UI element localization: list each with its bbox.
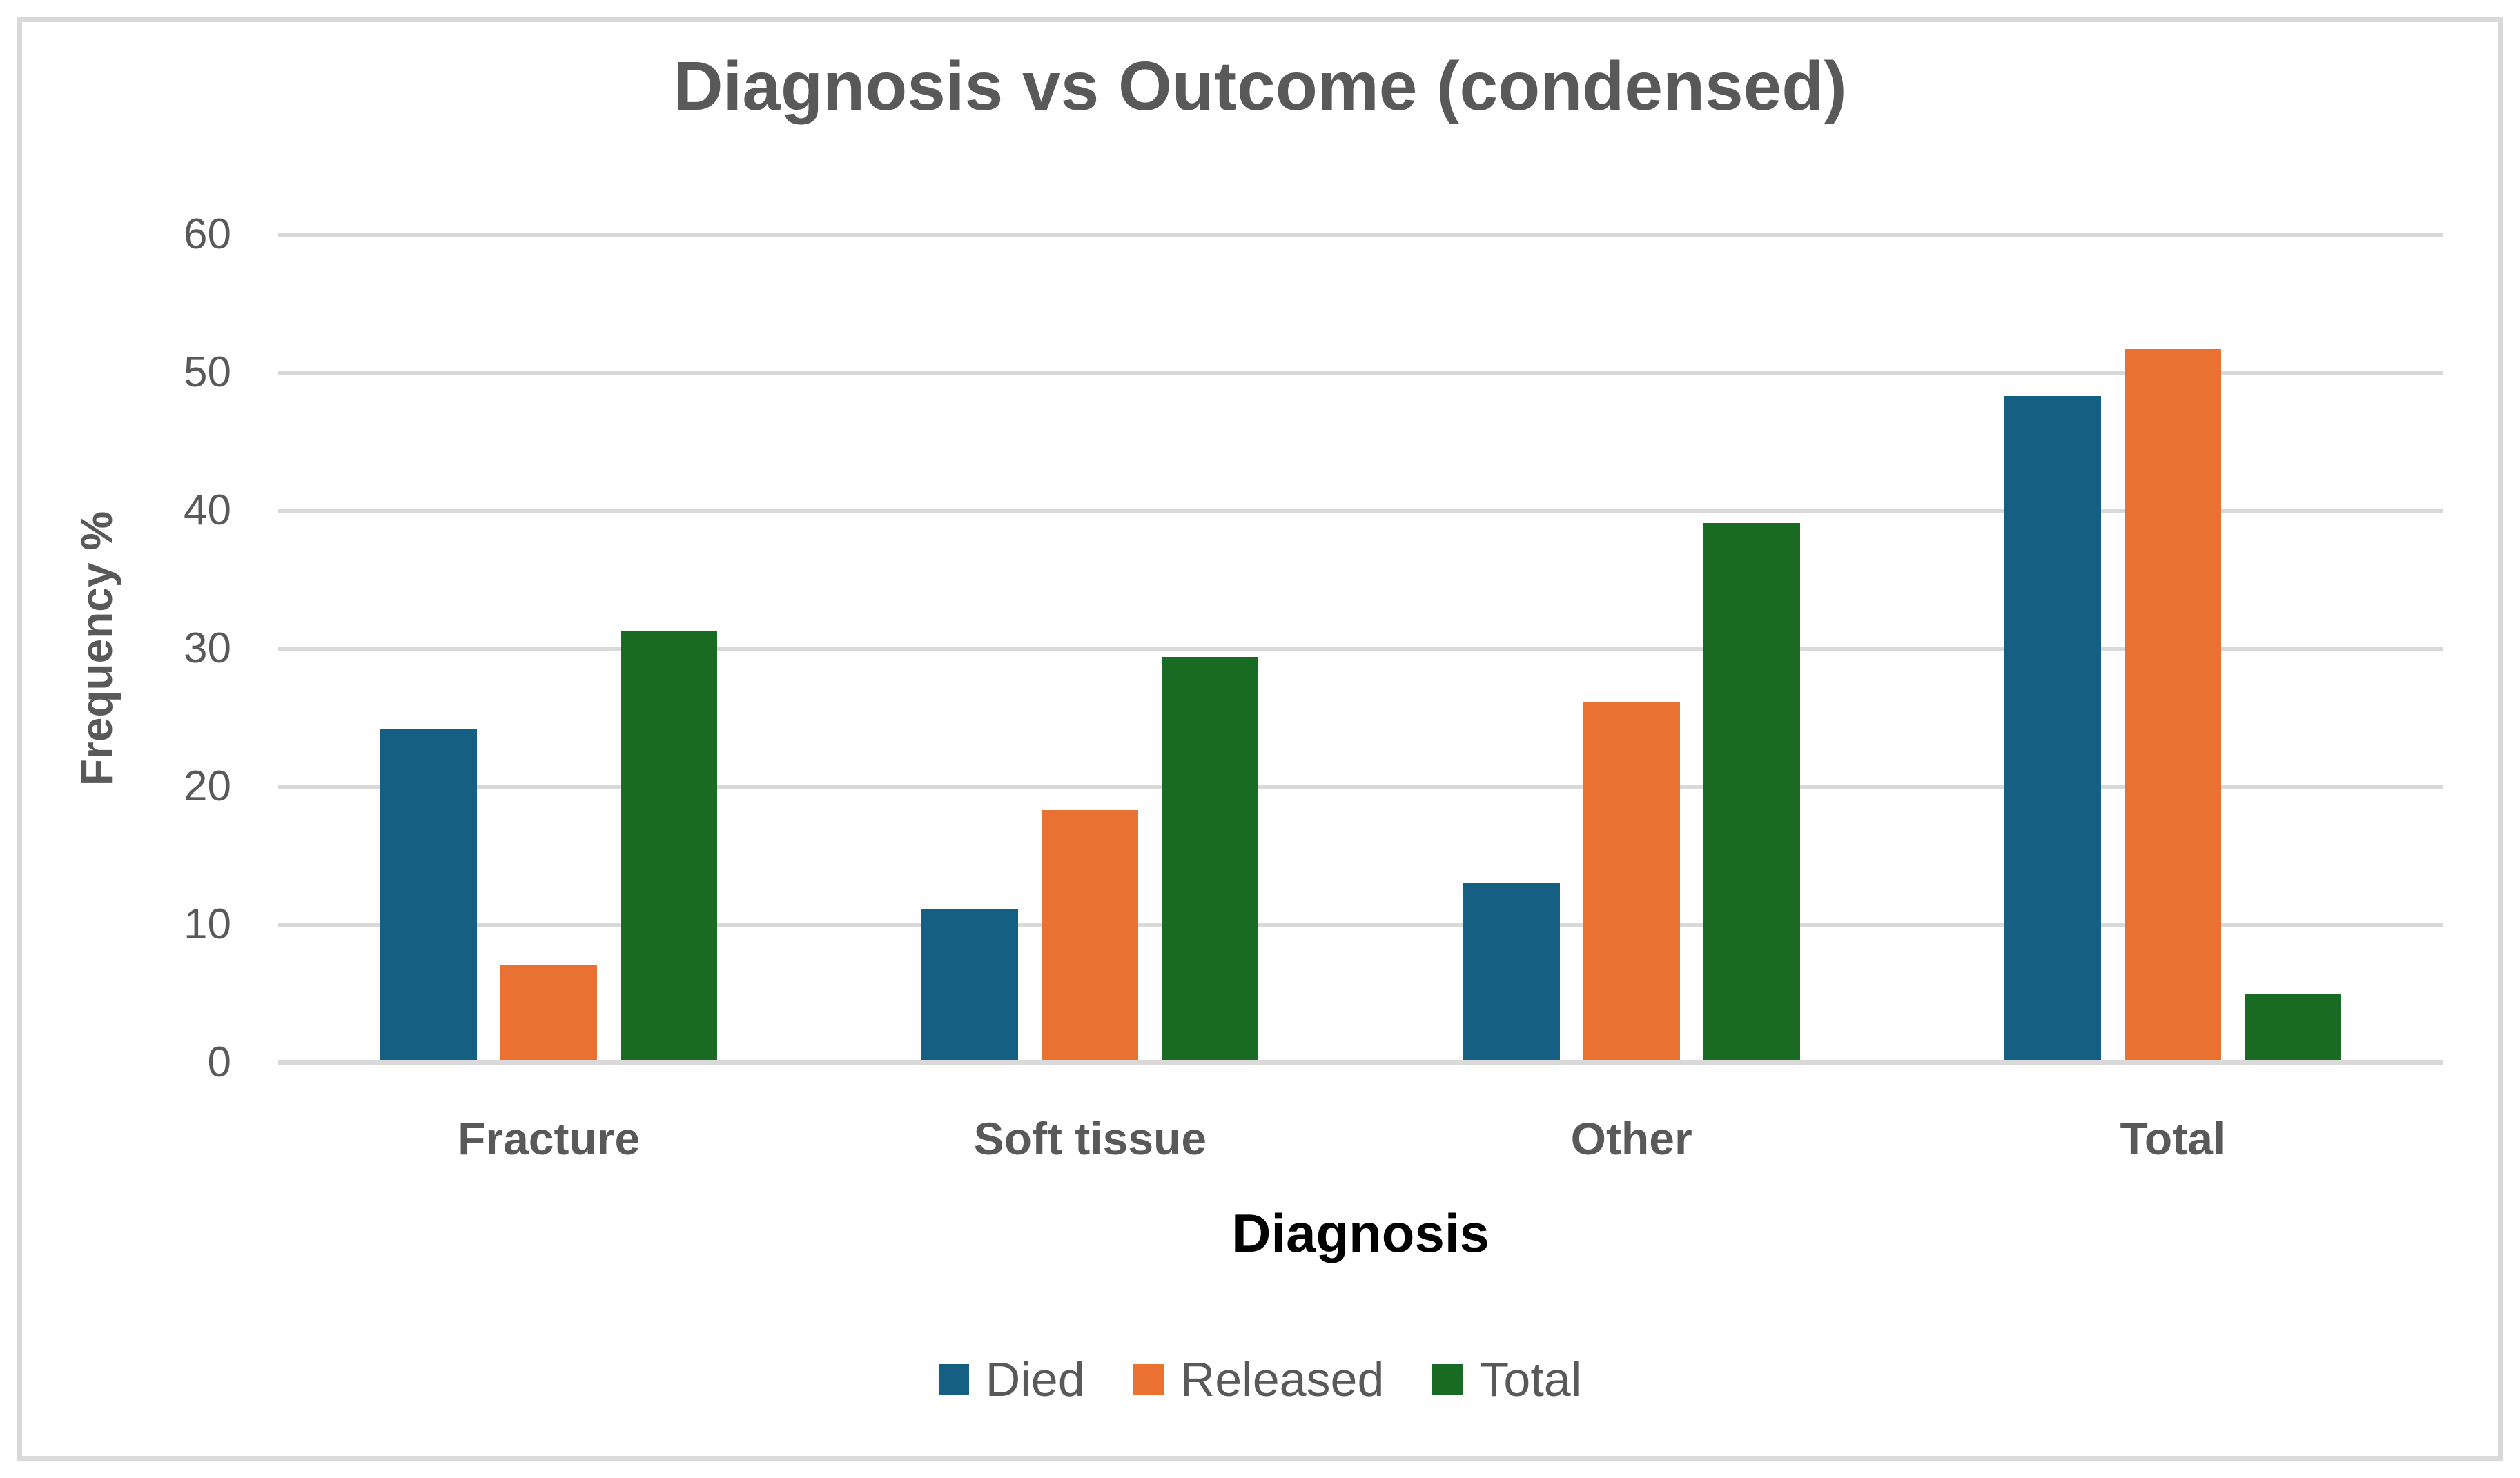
legend-entry-total: Total <box>1432 1350 1581 1409</box>
plot-area <box>278 233 2443 1065</box>
y-tick-label: 30 <box>184 624 231 672</box>
gridline <box>278 233 2443 237</box>
category-label-other: Other <box>1570 1113 1692 1164</box>
gridline <box>278 785 2443 789</box>
category-labels: Fracture Soft tissue Other Total <box>278 1112 2443 1165</box>
x-axis-title: Diagnosis <box>1232 1203 1489 1263</box>
legend-entry-released: Released <box>1133 1350 1385 1409</box>
chart-border <box>17 17 2503 1461</box>
y-tick-label: 60 <box>184 210 231 258</box>
legend-swatch-icon <box>938 1364 969 1395</box>
category-label-soft-tissue: Soft tissue <box>973 1113 1207 1164</box>
bars-layer <box>278 235 2443 1063</box>
bar-died-fracture <box>380 729 478 1063</box>
legend-label: Total <box>1479 1352 1582 1406</box>
legend: Died Released Total <box>0 1350 2520 1409</box>
chart-title: Diagnosis vs Outcome (condensed) <box>673 48 1847 125</box>
bar-total-other <box>1703 523 1800 1063</box>
bar-group-fracture <box>278 235 819 1063</box>
y-tick-label: 20 <box>184 762 231 810</box>
bar-died-total <box>2004 396 2101 1063</box>
bar-released-fracture <box>500 965 598 1063</box>
legend-swatch-icon <box>1133 1364 1164 1395</box>
bar-group-other <box>1361 235 1902 1063</box>
y-tick-label: 10 <box>184 900 231 948</box>
gridline <box>278 371 2443 375</box>
category-label-total: Total <box>2120 1113 2226 1164</box>
x-axis-line <box>278 1060 2443 1065</box>
bar-died-other <box>1463 883 1560 1063</box>
legend-entry-died: Died <box>938 1350 1085 1409</box>
bar-released-total <box>2124 349 2221 1063</box>
bar-died-soft-tissue <box>921 909 1019 1063</box>
legend-swatch-icon <box>1432 1364 1463 1395</box>
bar-total-soft-tissue <box>1162 657 1259 1063</box>
legend-label: Died <box>985 1352 1085 1406</box>
category-label-fracture: Fracture <box>458 1113 641 1164</box>
gridline <box>278 923 2443 927</box>
bar-total-fracture <box>621 631 718 1063</box>
y-tick-label: 0 <box>207 1038 231 1086</box>
bar-group-soft-tissue <box>819 235 1360 1063</box>
bar-released-other <box>1583 702 1680 1063</box>
gridline <box>278 509 2443 513</box>
y-tick-label: 40 <box>184 486 231 534</box>
gridline <box>278 647 2443 651</box>
y-tick-label: 50 <box>184 348 231 396</box>
bar-group-total <box>1902 235 2443 1063</box>
bar-released-soft-tissue <box>1042 810 1139 1063</box>
bar-total-total <box>2244 994 2341 1063</box>
legend-label: Released <box>1180 1352 1385 1406</box>
